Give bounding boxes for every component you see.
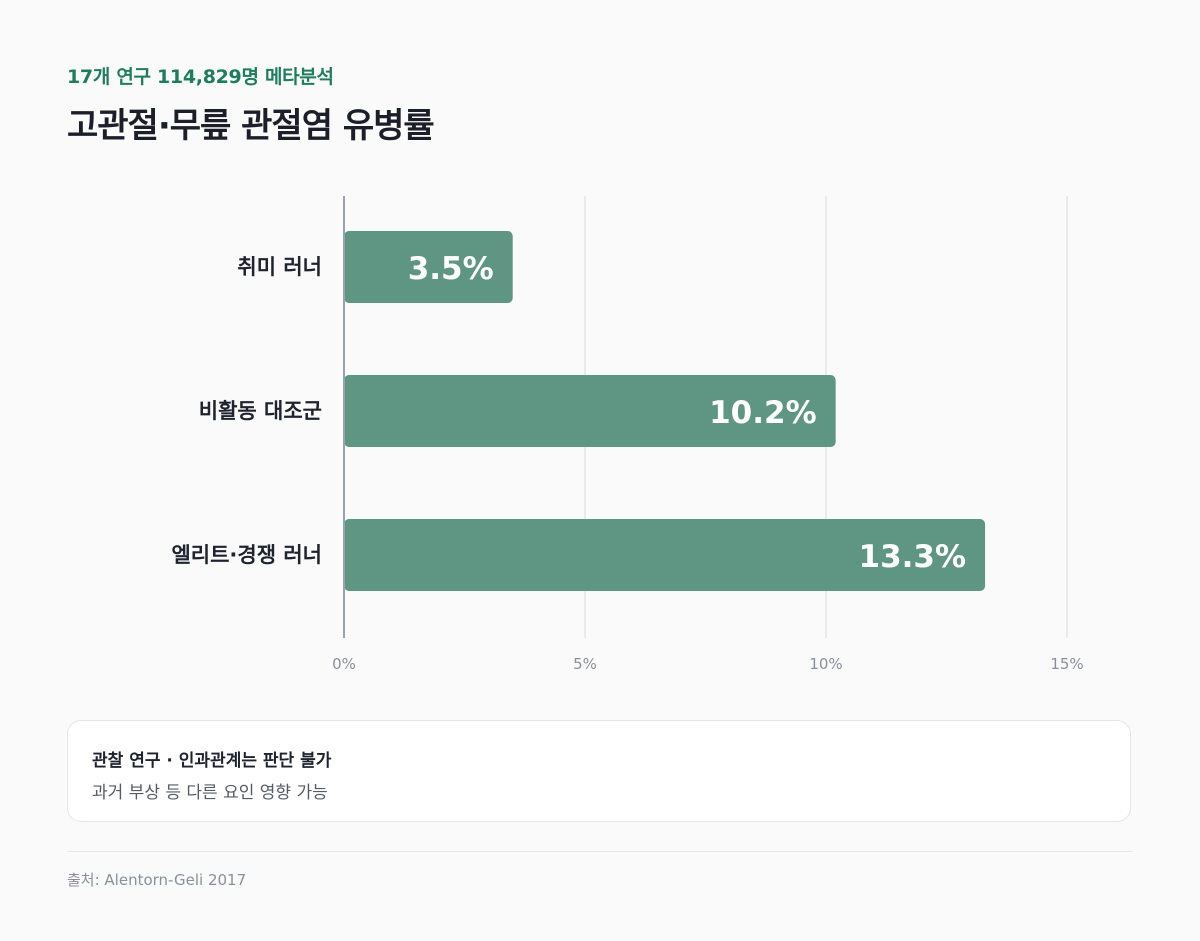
- label-layer: 0% 5% 10% 15% 취미 러너 3.5% 비활동 대조군 10.2% 엘리트·경쟁 러너…: [171, 251, 1083, 673]
- bar: [344, 519, 986, 591]
- chart-subtitle: 17개 연구 114,829명 메타분석: [67, 66, 334, 88]
- bar: [344, 231, 513, 303]
- source-text: 출처: Alentorn-Geli 2017: [67, 871, 247, 889]
- note-box: 관찰 연구 · 인과관계는 판단 불가 과거 부상 등 다른 요인 영향 가능: [67, 720, 1131, 822]
- x-tick-label: 0%: [332, 655, 356, 673]
- x-tick-label: 10%: [809, 655, 842, 673]
- category-label: 비활동 대조군: [199, 399, 322, 423]
- bar-layer: [344, 231, 986, 591]
- value-label: 3.5%: [408, 251, 494, 287]
- note-title: 관찰 연구 · 인과관계는 판단 불가: [92, 751, 332, 771]
- chart-title: 고관절·무릎 관절염 유병률: [67, 106, 435, 146]
- value-label: 13.3%: [859, 539, 967, 575]
- bar-chart: 0% 5% 10% 15% 취미 러너 3.5% 비활동 대조군 10.2% 엘리트·경쟁 러너…: [171, 196, 1084, 673]
- value-label: 10.2%: [709, 395, 817, 431]
- x-tick-label: 15%: [1050, 655, 1083, 673]
- x-tick-label: 5%: [573, 655, 597, 673]
- category-label: 취미 러너: [237, 255, 322, 279]
- bar: [344, 375, 836, 447]
- category-label: 엘리트·경쟁 러너: [171, 543, 322, 567]
- note-text: 과거 부상 등 다른 요인 영향 가능: [92, 783, 328, 803]
- footer-divider: [67, 851, 1133, 852]
